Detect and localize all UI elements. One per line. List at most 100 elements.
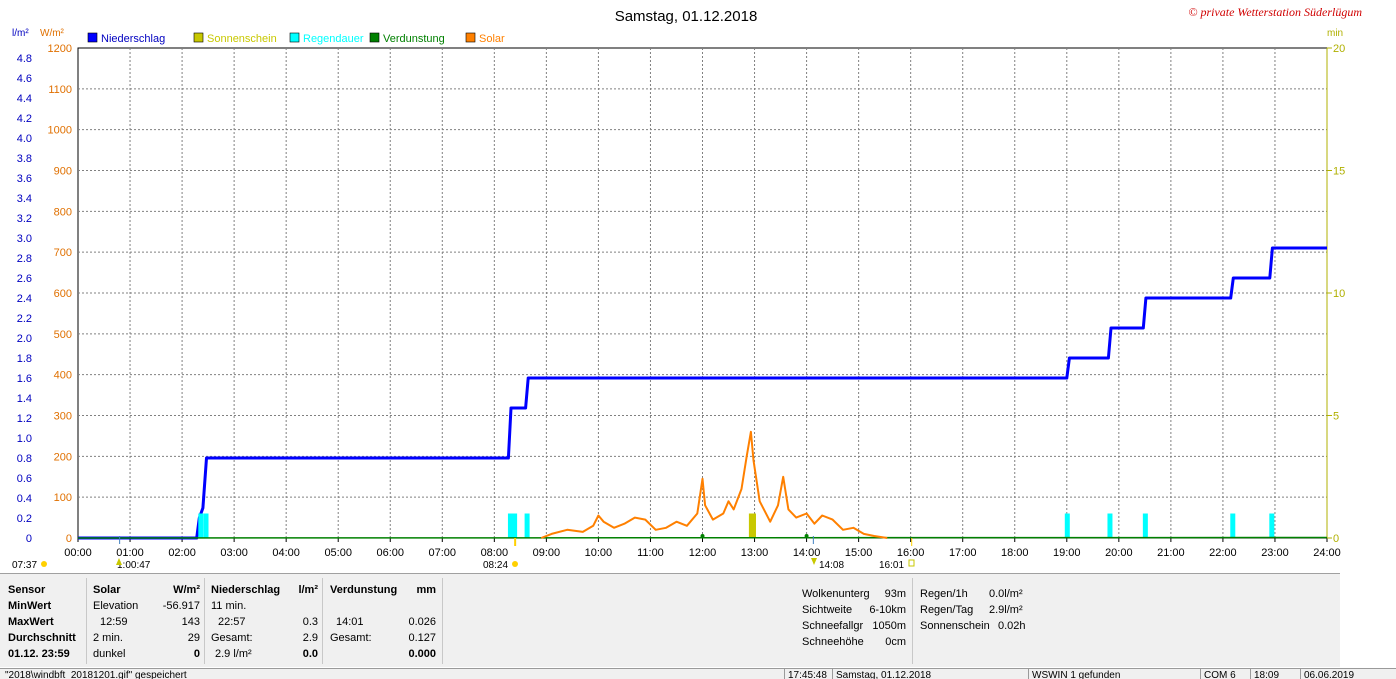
statistics-panel: Sensor MinWert MaxWert Durchschnitt 01.1…	[0, 573, 1340, 667]
rain-max-time: 22:57	[218, 616, 246, 628]
x-tick-label: 02:00	[168, 547, 196, 559]
minutes-axis-label: 5	[1333, 411, 1339, 423]
status-today: 06.06.2019	[1300, 669, 1394, 679]
evap-max-time: 14:01	[336, 616, 364, 628]
rain-max-value: 0.3	[302, 616, 318, 628]
evap-total-label: Gesamt:	[330, 632, 372, 644]
rain-axis-label: 1.2	[17, 413, 32, 425]
visibility-label: Sichtweite	[802, 604, 853, 616]
legend-label: Regendauer	[303, 33, 364, 45]
x-tick-label: 18:00	[1001, 547, 1029, 559]
x-tick-label: 05:00	[324, 547, 352, 559]
solar-current-value: 0	[193, 648, 200, 660]
rain-axis-label: 3.2	[17, 213, 32, 225]
solar-header: Solar	[93, 584, 121, 596]
rain-axis-label: 0.8	[17, 453, 32, 465]
rain-axis-label: 0.4	[17, 493, 32, 505]
rain-axis-label: 3.6	[17, 173, 32, 185]
snow-depth-value: 0cm	[885, 636, 906, 648]
rain-unit: l/m²	[298, 584, 318, 596]
x-tick-label: 23:00	[1261, 547, 1289, 559]
evap-max-value: 0.026	[408, 616, 436, 628]
solar-column: Solar W/m² Elevation -56.917 12:59 143 2…	[88, 578, 205, 664]
solar-axis-label: 1200	[48, 43, 72, 55]
rain-duration-bar	[524, 513, 530, 538]
sun-icon	[41, 561, 47, 567]
rain-axis-label: 0.6	[17, 473, 32, 485]
x-tick-label: 04:00	[272, 547, 300, 559]
snowline-value: 1050m	[872, 620, 906, 632]
rain-duration-bar	[507, 513, 513, 538]
x-tick-label: 07:00	[429, 547, 457, 559]
sunshine-value: 0.02h	[998, 620, 1026, 632]
sensor-avg-label: Durchschnitt	[8, 632, 76, 644]
evap-total-value: 0.127	[408, 632, 436, 644]
solar-avg-label: 2 min.	[93, 632, 123, 644]
rain-summary-column: Regen/1h 0.0l/m² Regen/Tag 2.9l/m² Sonne…	[914, 578, 1030, 664]
minutes-axis-label: 20	[1333, 43, 1345, 55]
rain-axis-label: 4.8	[17, 53, 32, 65]
x-tick-label: 20:00	[1105, 547, 1133, 559]
rain-1h-value: 0.0l/m²	[989, 588, 1023, 600]
x-tick-label: 13:00	[741, 547, 769, 559]
sunshine-bar	[750, 513, 756, 538]
x-tick-label: 21:00	[1157, 547, 1185, 559]
x-tick-label: 00:00	[64, 547, 92, 559]
solar-axis-unit: W/m²	[40, 28, 65, 39]
solar-axis-label: 600	[54, 288, 72, 300]
precipitation-line	[78, 246, 1327, 540]
sunshine-label: Sonnenschein	[920, 620, 990, 632]
rain-axis-label: 2.0	[17, 333, 32, 345]
legend-label: Verdunstung	[383, 33, 445, 45]
x-tick-label: 03:00	[220, 547, 248, 559]
x-tick-label: 08:00	[481, 547, 509, 559]
solar-axis-label: 500	[54, 329, 72, 341]
legend-swatch	[465, 32, 476, 43]
snowline-label: Schneefallgr	[802, 620, 864, 632]
rain-axis-label: 2.4	[17, 293, 32, 305]
solar-axis-label: 300	[54, 411, 72, 423]
rain-duration-bar	[198, 513, 204, 538]
status-port: COM 6	[1200, 669, 1246, 679]
x-tick-label: 17:00	[949, 547, 977, 559]
solar-max-time: 12:59	[100, 616, 128, 628]
rain-axis-label: 4.0	[17, 133, 32, 145]
rain-day-label: Regen/Tag	[920, 604, 974, 616]
solar-min-label: Elevation	[93, 600, 139, 612]
x-tick-label: 14:00	[793, 547, 821, 559]
evap-header: Verdunstung	[330, 584, 398, 596]
solar-axis-label: 700	[54, 247, 72, 259]
x-tick-label: 09:00	[533, 547, 561, 559]
x-tick-label: 16:00	[897, 547, 925, 559]
rain-axis-label: 4.2	[17, 113, 32, 125]
x-tick-label: 22:00	[1209, 547, 1237, 559]
x-tick-label: 19:00	[1053, 547, 1081, 559]
status-file: "2018\windbft_20181201.gif" gespeichert	[5, 670, 187, 679]
day-start-label: 07:37	[12, 560, 37, 571]
x-tick-label: 12:00	[689, 547, 717, 559]
legend-swatch	[87, 32, 98, 43]
rain-duration-bar	[1269, 513, 1275, 538]
sensor-min-label: MinWert	[8, 600, 52, 612]
legend-swatch	[193, 32, 204, 43]
rain-min-label: 11 min.	[211, 600, 247, 612]
solar-axis-label: 0	[66, 533, 72, 545]
rain-axis-label: 0	[26, 533, 32, 545]
rain-axis-label: 4.4	[17, 93, 32, 105]
rain-axis-label: 1.4	[17, 393, 32, 405]
cloud-base-label: Wolkenunterg	[802, 588, 870, 600]
solar-axis-label: 100	[54, 492, 72, 504]
rain-header: Niederschlag	[211, 584, 281, 596]
rain-total-label: Gesamt:	[211, 632, 253, 644]
rain-axis-label: 2.2	[17, 313, 32, 325]
rain-current-label: 2.9 l/m²	[215, 648, 252, 660]
sunset-icon	[908, 559, 915, 567]
sensor-max-label: MaxWert	[8, 616, 54, 628]
rain-duration-bar	[512, 513, 518, 538]
solar-axis-label: 1000	[48, 125, 72, 137]
x-tick-label: 15:00	[845, 547, 873, 559]
legend-label: Solar	[479, 33, 505, 45]
sunset-label: 16:01	[879, 560, 904, 571]
rain-total-value: 2.9	[302, 632, 318, 644]
rain-duration-bar	[1142, 513, 1148, 538]
